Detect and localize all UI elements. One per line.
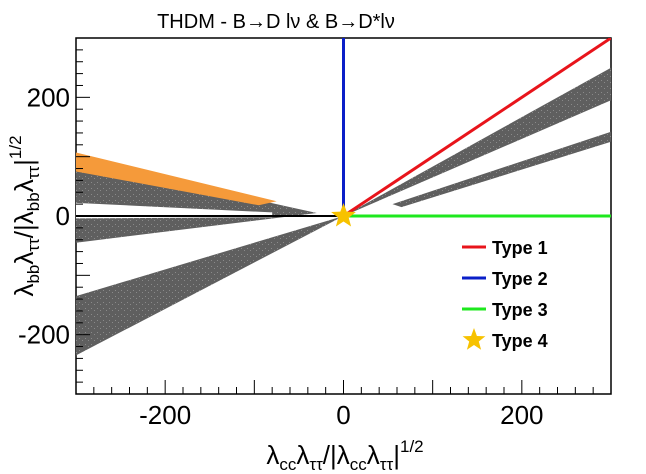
legend-label-1: Type 1 <box>492 238 548 258</box>
x-label-base4: λ <box>367 440 380 470</box>
x-label-sub3: cc <box>350 455 368 474</box>
y-label-base1: λ <box>9 284 39 297</box>
axis-ticks <box>75 37 612 395</box>
series-line-type-1 <box>342 38 611 218</box>
region-left-gap-band <box>76 202 273 219</box>
x-axis-label: λccλττ/|λccλττ|1/2 <box>266 437 423 474</box>
x-label-sub1: cc <box>279 455 297 474</box>
x-label-base3: λ <box>337 440 350 470</box>
region-lower-left-band <box>76 216 344 356</box>
legend-label-4: Type 4 <box>492 331 548 351</box>
data-regions <box>76 67 611 356</box>
x-label-sub2: ττ <box>309 455 323 474</box>
y-tick-label: -200 <box>18 320 70 350</box>
y-label-base4: λ <box>9 179 39 192</box>
y-label-base3: λ <box>9 211 39 224</box>
y-label-sub2: ττ <box>24 238 43 252</box>
y-label-sup: 1/2 <box>6 135 25 159</box>
region-upper-right-wide-band <box>343 67 611 216</box>
region-upper-right-narrow-band <box>392 131 611 208</box>
x-label-mid: /| <box>323 440 337 470</box>
x-tick-label: 0 <box>336 400 350 430</box>
y-label-end: | <box>9 159 39 166</box>
chart-title: THDM - B→D lν & B→D*lν <box>157 11 395 33</box>
x-label-base2: λ <box>296 440 309 470</box>
y-label-base2: λ <box>9 252 39 265</box>
y-label-mid: /| <box>9 224 39 238</box>
x-label-base1: λ <box>266 440 279 470</box>
y-label-sub3: bb <box>24 192 43 211</box>
series-lines <box>342 38 611 218</box>
y-label-sub1: bb <box>24 265 43 284</box>
legend-label-3: Type 3 <box>492 300 548 320</box>
x-label-sub4: ττ <box>380 455 394 474</box>
x-label-sup: 1/2 <box>400 437 424 456</box>
legend-swatch-4 <box>462 328 486 350</box>
x-label-end: | <box>393 440 400 470</box>
x-tick-label: 200 <box>500 400 543 430</box>
legend: Type 1 Type 2 Type 3 Type 4 <box>462 238 548 351</box>
y-tick-label: 0 <box>56 201 70 231</box>
legend-label-2: Type 2 <box>492 269 548 289</box>
y-axis-label: λbbλττ/|λbbλττ|1/2 <box>6 135 43 296</box>
y-tick-label: 200 <box>27 82 70 112</box>
series-point-type-4 <box>331 203 356 227</box>
x-tick-label: -200 <box>139 400 191 430</box>
y-label-sub4: ττ <box>24 166 43 180</box>
region-upper-left-orange-band <box>76 152 277 206</box>
tick-labels: -200 0 200 -200 0 200 <box>18 82 544 430</box>
